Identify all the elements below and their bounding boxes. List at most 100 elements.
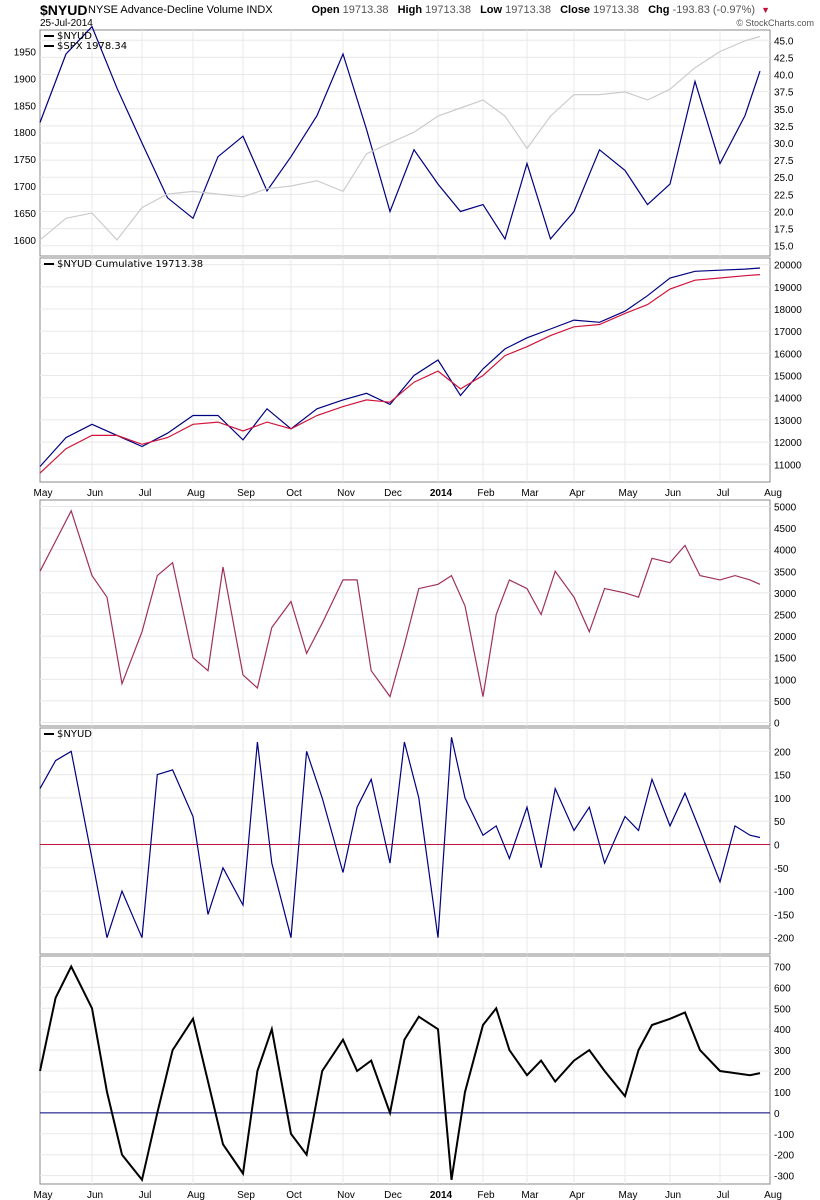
month-tick-label: Nov — [337, 488, 355, 499]
chart-date: 25-Jul-2014 — [40, 18, 93, 29]
month-tick-label: Aug — [764, 488, 782, 499]
month-tick-label: Jul — [717, 488, 730, 499]
right-axis-tick-label: 18000 — [774, 305, 802, 316]
low-label: Low — [480, 4, 503, 16]
open-value: 19713.38 — [342, 4, 389, 16]
right-axis-tick-label: -50 — [774, 864, 789, 875]
right-axis-tick-label: 20000 — [774, 261, 802, 272]
panel-frame — [39, 499, 771, 727]
right-axis-tick-label: 17.5 — [774, 225, 794, 236]
month-tick-label: Dec — [384, 488, 402, 499]
left-axis-tick-label: 1700 — [14, 182, 37, 193]
month-tick-label: Feb — [477, 488, 495, 499]
right-axis-tick-label: 20.0 — [774, 207, 794, 218]
right-axis-tick-label: 32.5 — [774, 122, 794, 133]
right-axis-tick-label: -100 — [774, 1130, 794, 1141]
month-tick-label: Mar — [521, 488, 539, 499]
right-axis-tick-label: 5000 — [774, 502, 797, 513]
close-label: Close — [560, 4, 591, 16]
right-axis-tick-label: 100 — [774, 1088, 791, 1099]
month-tick-label: May — [619, 1190, 638, 1200]
right-axis-tick-label: 200 — [774, 1067, 791, 1078]
series-line-4-0 — [39, 964, 761, 1183]
month-tick-label: Jun — [665, 1190, 681, 1200]
right-axis-tick-label: 150 — [774, 771, 791, 782]
right-axis-tick-label: 12000 — [774, 438, 802, 449]
month-tick-label: May — [34, 1190, 53, 1200]
right-axis-tick-label: 50 — [774, 817, 786, 828]
right-axis-tick-label: 4000 — [774, 546, 797, 557]
right-axis-tick-label: 40.0 — [774, 71, 794, 82]
high-value: 19713.38 — [425, 4, 472, 16]
right-axis-tick-label: 0 — [774, 719, 780, 730]
legend-label: $NYUD — [57, 729, 92, 740]
left-axis-tick-label: 1850 — [14, 101, 37, 112]
right-axis-tick-label: 3000 — [774, 589, 797, 600]
left-axis-tick-label: 1650 — [14, 209, 37, 220]
high-label: High — [397, 4, 423, 16]
right-axis-tick-label: 100 — [774, 794, 791, 805]
ohlc-readout: Open 19713.38 High 19713.38 Low 19713.38… — [311, 4, 770, 16]
month-tick-label: Aug — [764, 1190, 782, 1200]
month-tick-label: Jul — [139, 488, 152, 499]
right-axis-tick-label: 700 — [774, 962, 791, 973]
series-line-3-0 — [39, 737, 761, 938]
low-value: 19713.38 — [505, 4, 552, 16]
month-tick-label: Aug — [187, 488, 205, 499]
month-tick-label: Apr — [569, 488, 585, 499]
right-axis-tick-label: 19000 — [774, 283, 802, 294]
right-axis-tick-label: 25.0 — [774, 173, 794, 184]
down-arrow-icon: ▼ — [761, 5, 770, 15]
right-axis-tick-label: 27.5 — [774, 156, 794, 167]
right-axis-tick-label: 500 — [774, 1004, 791, 1015]
right-axis-tick-label: 1500 — [774, 654, 797, 665]
right-axis-tick-label: 300 — [774, 1046, 791, 1057]
right-axis-tick-label: 15000 — [774, 372, 802, 383]
right-axis-tick-label: 15.0 — [774, 242, 794, 253]
legend-label: $SPX 1978.34 — [57, 41, 127, 52]
series-line-2-0 — [39, 509, 761, 698]
left-axis-tick-label: 1950 — [14, 48, 37, 59]
right-axis-tick-label: 22.5 — [774, 190, 794, 201]
right-axis-tick-label: 500 — [774, 697, 791, 708]
left-axis-tick-label: 1800 — [14, 128, 37, 139]
right-axis-tick-label: 45.0 — [774, 36, 794, 47]
panel-frame — [39, 257, 771, 483]
panel-frame — [39, 727, 771, 955]
month-tick-label: Oct — [286, 488, 302, 499]
legend-label: $NYUD — [57, 31, 92, 42]
legend-label: $NYUD Cumulative 19713.38 — [57, 259, 203, 270]
right-axis-tick-label: 0 — [774, 1109, 780, 1120]
month-tick-label: 2014 — [430, 1190, 453, 1200]
right-axis-tick-label: -300 — [774, 1172, 794, 1183]
right-axis-tick-label: 400 — [774, 1025, 791, 1036]
series-line-0-0 — [39, 25, 761, 241]
right-axis-tick-label: 0 — [774, 840, 780, 851]
right-axis-tick-label: 13000 — [774, 416, 802, 427]
month-tick-label: May — [34, 488, 53, 499]
month-tick-label: Oct — [286, 1190, 302, 1200]
right-axis-tick-label: 17000 — [774, 327, 802, 338]
change-label: Chg — [648, 4, 670, 16]
month-tick-label: Nov — [337, 1190, 355, 1200]
series-line-0-1 — [39, 35, 761, 241]
month-tick-label: May — [619, 488, 638, 499]
chart-symbol: $NYUD — [40, 2, 88, 18]
left-axis-tick-label: 1600 — [14, 236, 37, 247]
right-axis-tick-label: 11000 — [774, 460, 802, 471]
right-axis-tick-label: 35.0 — [774, 105, 794, 116]
open-label: Open — [311, 4, 340, 16]
month-tick-label: Apr — [569, 1190, 585, 1200]
close-value: 19713.38 — [593, 4, 640, 16]
right-axis-tick-label: 3500 — [774, 567, 797, 578]
month-tick-label: Aug — [187, 1190, 205, 1200]
series-line-1-1 — [39, 274, 761, 474]
right-axis-tick-label: 4500 — [774, 524, 797, 535]
right-axis-tick-label: -150 — [774, 910, 794, 921]
right-axis-tick-label: 16000 — [774, 349, 802, 360]
month-tick-label: Jun — [665, 488, 681, 499]
right-axis-tick-label: 200 — [774, 747, 791, 758]
right-axis-tick-label: 2000 — [774, 632, 797, 643]
month-tick-label: Jun — [87, 488, 103, 499]
chart-name: NYSE Advance-Decline Volume INDX — [88, 4, 273, 16]
